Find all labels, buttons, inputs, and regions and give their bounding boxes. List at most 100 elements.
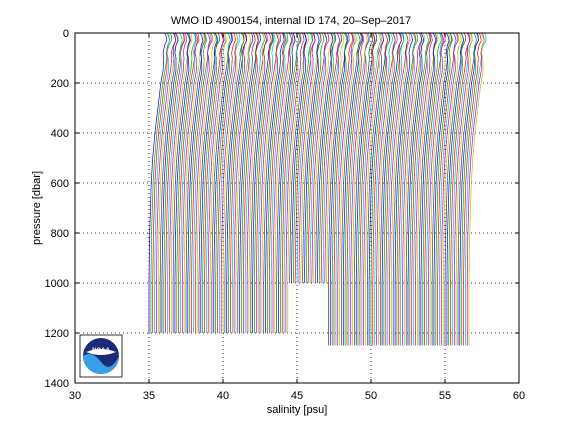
- profile-line: [204, 32, 225, 333]
- profile-line: [272, 32, 294, 333]
- profile-line: [357, 32, 375, 346]
- profile-line: [278, 32, 296, 333]
- profile-line: [359, 32, 376, 346]
- profile-line: [174, 32, 191, 333]
- profile-line: [248, 32, 266, 333]
- profile-line: [442, 32, 462, 346]
- profile-line: [239, 32, 261, 333]
- axis-ticks: [74, 32, 520, 384]
- profile-line: [326, 32, 345, 284]
- profile-line: [183, 32, 205, 333]
- profile-line: [165, 32, 185, 333]
- profile-line: [392, 32, 409, 346]
- profile-line: [331, 32, 348, 346]
- profile-line: [267, 32, 289, 333]
- profile-line: [379, 32, 396, 346]
- profile-line: [176, 32, 196, 333]
- profile-line: [463, 32, 482, 346]
- profile-line: [180, 32, 197, 333]
- profile-line: [213, 32, 233, 333]
- y-axis-label: pressure [dbar]: [31, 171, 43, 245]
- profile-line: [459, 32, 479, 346]
- profile-line: [433, 32, 450, 346]
- profile-line: [422, 32, 442, 346]
- profile-line: [439, 32, 458, 346]
- profile-line: [222, 32, 239, 333]
- profile-line: [352, 32, 368, 346]
- profile-line: [365, 32, 382, 346]
- profile-line: [285, 32, 305, 333]
- profile-line: [252, 32, 274, 333]
- profile-line: [161, 32, 179, 333]
- profile-line: [287, 32, 309, 333]
- profile-line: [411, 32, 432, 346]
- profile-line: [198, 32, 220, 333]
- y-tick-label: 600: [51, 178, 69, 190]
- profile-line: [254, 32, 274, 333]
- profile-line: [156, 32, 176, 333]
- profile-line: [416, 32, 439, 346]
- profile-line: [431, 32, 452, 346]
- profile-line: [394, 32, 413, 346]
- x-axis-label: salinity [psu]: [267, 404, 328, 416]
- profile-line: [302, 32, 322, 284]
- profile-line: [418, 32, 438, 346]
- profile-line: [246, 32, 268, 333]
- profile-line: [296, 32, 313, 284]
- chart-title: WMO ID 4900154, internal ID 174, 20–Sep–…: [171, 15, 411, 27]
- profile-line: [320, 32, 342, 284]
- profile-line: [150, 32, 172, 333]
- profile-line: [448, 32, 465, 346]
- y-tick-label: 1400: [45, 378, 69, 390]
- profile-line: [315, 32, 336, 284]
- profile-line: [217, 32, 236, 333]
- profile-line: [209, 32, 227, 333]
- profile-line: [276, 32, 293, 333]
- profile-line: [187, 32, 204, 333]
- profile-line: [196, 32, 216, 333]
- profile-line: [191, 32, 213, 333]
- profile-line: [207, 32, 224, 333]
- profile-line: [468, 32, 485, 346]
- profile-line: [250, 32, 267, 333]
- profile-line: [385, 32, 402, 346]
- profile-line: [337, 32, 355, 346]
- profile-line: [167, 32, 183, 333]
- profile-line: [342, 32, 363, 346]
- profile-line: [283, 32, 300, 333]
- y-tick-label: 1000: [45, 278, 69, 290]
- profile-line: [437, 32, 459, 346]
- profile-line: [304, 32, 320, 284]
- profile-line: [353, 32, 374, 346]
- profile-line: [163, 32, 185, 333]
- profile-line: [307, 32, 330, 284]
- profile-line: [403, 32, 425, 346]
- profile-line: [322, 32, 343, 284]
- profile-line: [316, 32, 334, 284]
- x-tick-label: 55: [439, 390, 451, 402]
- profile-line: [311, 32, 328, 284]
- profile-line: [429, 32, 451, 346]
- profile-line: [237, 32, 256, 333]
- profile-line: [255, 32, 272, 333]
- profile-line: [274, 32, 295, 333]
- profile-line: [193, 32, 212, 333]
- x-tick-label: 30: [69, 390, 81, 402]
- y-tick-label: 400: [51, 128, 69, 140]
- x-tick-label: 40: [217, 390, 229, 402]
- profile-line: [329, 32, 349, 346]
- profile-line: [372, 32, 389, 346]
- profile-line: [370, 32, 390, 346]
- profile-line: [261, 32, 280, 333]
- profile-line: [205, 32, 227, 333]
- profile-line: [168, 32, 188, 333]
- profile-line: [350, 32, 369, 346]
- profile-line: [363, 32, 384, 346]
- y-tick-label: 200: [51, 78, 69, 90]
- x-tick-label: 45: [291, 390, 303, 402]
- profile-line: [420, 32, 437, 346]
- profile-line: [172, 32, 191, 333]
- profile-line: [355, 32, 378, 346]
- profile-line: [178, 32, 200, 333]
- profile-line: [218, 32, 241, 333]
